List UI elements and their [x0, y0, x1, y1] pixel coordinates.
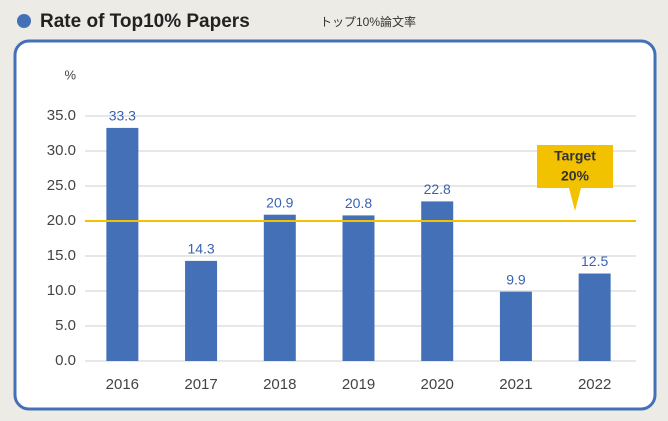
y-tick-label: 30.0 — [47, 142, 76, 159]
target-value-label: 20% — [561, 168, 590, 184]
chart-subtitle: トップ10%論文率 — [320, 14, 416, 29]
y-unit: % — [64, 67, 76, 82]
value-label: 20.8 — [345, 195, 372, 211]
panel — [13, 39, 657, 411]
x-tick-label: 2020 — [421, 376, 454, 393]
bar — [106, 127, 139, 362]
bar — [421, 201, 454, 361]
x-tick-label: 2022 — [578, 376, 611, 393]
y-tick-label: 0.0 — [55, 352, 76, 369]
x-tick-label: 2018 — [263, 376, 296, 393]
value-label: 33.3 — [109, 108, 136, 124]
bar — [578, 273, 611, 361]
bar — [499, 291, 532, 361]
x-tick-label: 2019 — [342, 376, 375, 393]
bar — [342, 215, 375, 361]
x-tick-label: 2021 — [499, 376, 532, 393]
value-label: 22.8 — [424, 181, 451, 197]
value-label: 9.9 — [506, 271, 526, 287]
bar — [185, 260, 218, 361]
y-tick-label: 15.0 — [47, 247, 76, 264]
chart-title: Rate of Top10% Papers — [40, 11, 250, 32]
target-callout — [537, 145, 613, 211]
value-label: 12.5 — [581, 253, 608, 269]
title-dot — [17, 14, 31, 28]
y-tick-label: 10.0 — [47, 282, 76, 299]
target-label: Target — [554, 148, 596, 164]
y-tick-label: 25.0 — [47, 177, 76, 194]
x-tick-label: 2017 — [184, 376, 217, 393]
y-tick-label: 5.0 — [55, 317, 76, 334]
value-label: 20.9 — [266, 194, 293, 210]
x-tick-label: 2016 — [106, 376, 139, 393]
value-label: 14.3 — [187, 241, 214, 257]
y-tick-label: 20.0 — [47, 212, 76, 229]
bar — [263, 214, 296, 361]
y-tick-label: 35.0 — [47, 107, 76, 124]
